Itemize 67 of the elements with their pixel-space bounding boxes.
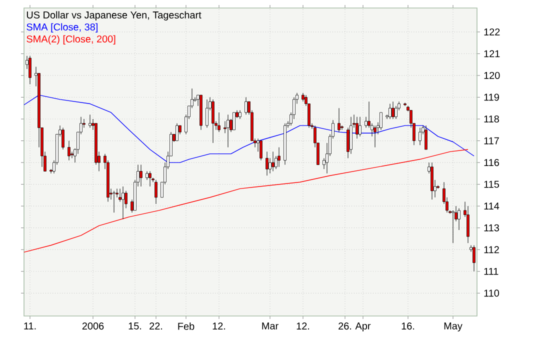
- y-tick-label: 116: [484, 159, 499, 166]
- y-tick-label: 115: [484, 180, 499, 188]
- candlestick: [338, 108, 340, 132]
- candlestick: [232, 112, 236, 130]
- candlestick: [70, 151, 74, 158]
- candlestick: [452, 210, 454, 244]
- y-tick-label: 112: [484, 246, 499, 254]
- x-tick-label: 12.: [212, 322, 226, 330]
- candlestick: [364, 116, 368, 128]
- candlestick: [392, 101, 394, 120]
- candlestick: [244, 96, 248, 115]
- candlestick: [218, 112, 220, 132]
- candlestick: [458, 208, 460, 230]
- y-tick-label: 120: [484, 72, 500, 79]
- y-tick-label: 121: [484, 50, 500, 58]
- candlestick: [88, 114, 92, 128]
- x-tick-label: 2006: [82, 322, 104, 330]
- x-tick-label: 11.: [24, 322, 36, 330]
- candlestick: [380, 112, 382, 130]
- x-tick-label: Apr: [355, 322, 371, 332]
- candlestick: [206, 99, 208, 128]
- x-tick-label: 16.: [402, 322, 414, 330]
- candlestick: [418, 127, 422, 146]
- y-tick-label: 117: [484, 137, 499, 144]
- candlestick: [466, 206, 470, 244]
- text: SMA [Close, 38]: [26, 23, 98, 32]
- candlestick: [356, 116, 358, 139]
- candlestick: [430, 162, 434, 200]
- candlestick: [112, 190, 116, 213]
- candlestick: [62, 127, 64, 150]
- candlestick: [358, 116, 362, 137]
- y-tick-label: 110: [484, 290, 500, 297]
- candlestick: [140, 164, 142, 187]
- y-tick-label: 113: [484, 224, 499, 232]
- candlestick: [374, 125, 376, 148]
- x-tick-label: 26.: [338, 322, 352, 330]
- candlestick: [350, 116, 352, 154]
- candlestick: [28, 56, 32, 84]
- x-tick-label: Mar: [262, 322, 278, 330]
- candlestick: [68, 140, 70, 161]
- candlestick: [118, 188, 122, 202]
- candlestick: [388, 104, 392, 120]
- y-tick-label: 122: [484, 28, 500, 36]
- candlestick: [260, 140, 262, 161]
- y-tick-label: 111: [484, 268, 498, 275]
- candlestick: [266, 151, 268, 176]
- candlestick: [272, 151, 274, 172]
- candlestick: [424, 125, 428, 150]
- candlestick: [278, 147, 280, 168]
- y-tick-label: 114: [484, 202, 500, 210]
- text: SMA(2) [Close, 200]: [26, 35, 116, 44]
- y-tick-label: 118: [484, 115, 499, 123]
- candlestick: [394, 106, 398, 120]
- x-tick-label: 22.: [150, 322, 162, 330]
- y-tick-label: 119: [484, 94, 499, 101]
- chart-title: US Dollar vs Japanese Yen, Tageschart: [26, 11, 202, 20]
- candlestick: [226, 114, 230, 148]
- candlestick: [154, 180, 158, 204]
- x-tick-label: Feb: [178, 322, 194, 330]
- x-tick-label: 15.: [128, 322, 142, 330]
- candlestick: [212, 99, 214, 144]
- candlestick: [148, 171, 152, 187]
- x-tick-label: 12.: [296, 322, 310, 330]
- x-tick-label: May: [444, 322, 462, 332]
- candlestick: [122, 186, 124, 220]
- candlestick: [176, 123, 178, 142]
- candlestick: [472, 245, 476, 272]
